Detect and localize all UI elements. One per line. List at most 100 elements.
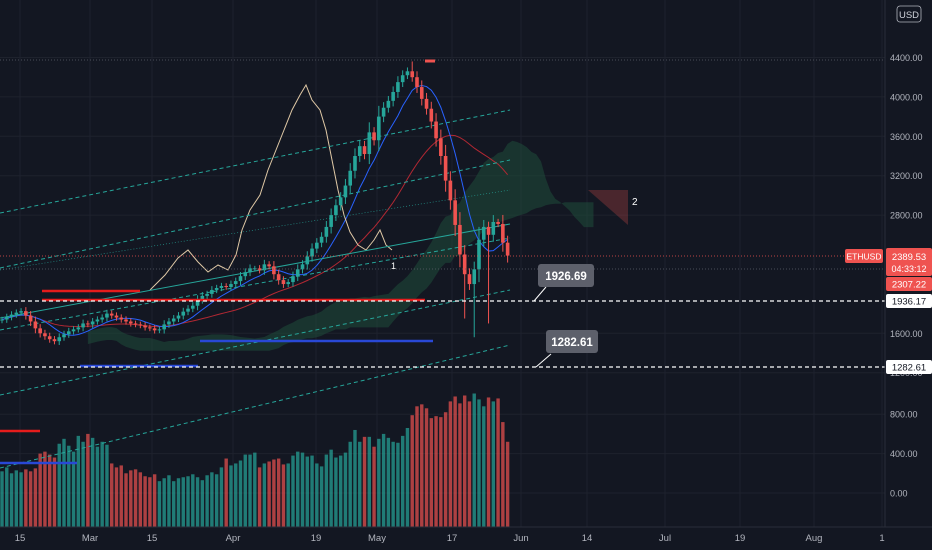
candle-body: [381, 107, 386, 117]
candle-body: [157, 329, 162, 331]
volume-bar: [76, 435, 81, 527]
candle-body: [76, 327, 81, 330]
volume-bar: [43, 451, 47, 527]
channel-line: [0, 289, 511, 396]
candle-body: [253, 268, 257, 270]
volume-bar: [243, 454, 247, 527]
candle-body: [19, 311, 23, 313]
callout-label: 1926.69: [545, 271, 587, 283]
volume-bar: [71, 451, 76, 527]
volume-bar: [90, 437, 95, 527]
candle-body: [505, 242, 510, 256]
candle-body: [329, 215, 333, 227]
candle-body: [200, 295, 205, 300]
time-tick-label: Jul: [659, 533, 671, 544]
volume-bar: [28, 471, 33, 527]
candle-body: [348, 170, 353, 186]
candle-body: [491, 221, 496, 235]
volume-bar: [491, 401, 496, 527]
volume-bar: [95, 446, 100, 527]
candle-body: [396, 82, 400, 92]
symbol-tag-label: ETHUSD: [847, 252, 882, 262]
volume-bar: [257, 467, 262, 527]
prev-close-tag: [886, 277, 932, 291]
volume-bar: [286, 463, 290, 527]
countdown-label: 04:33:12: [891, 264, 926, 274]
volume-bar: [9, 473, 14, 527]
time-tick-label: May: [368, 533, 386, 544]
level-tag-label: 1282.61: [892, 363, 926, 374]
volume-bar: [353, 429, 357, 527]
candle-body: [219, 286, 224, 288]
candle-body: [501, 223, 505, 243]
volume-bar: [396, 442, 400, 527]
volume-bar: [86, 433, 90, 527]
volume-bar: [143, 476, 147, 527]
volume-bar: [501, 422, 505, 527]
time-axis: 15 Mar 15 Apr 19 May 17 Jun 14 Jul 19 Aug 1: [0, 526, 932, 550]
time-axis-background: [0, 527, 932, 550]
time-tick-label: 17: [447, 533, 458, 544]
volume-bar: [467, 401, 472, 527]
candle-body: [105, 313, 109, 318]
volume-bar: [172, 481, 176, 527]
volume-bar: [224, 458, 228, 527]
volume-bar: [176, 478, 181, 527]
volume-bar: [300, 452, 305, 527]
candle-body: [315, 242, 319, 249]
volume-bar: [33, 468, 38, 527]
candle-body: [86, 323, 90, 325]
time-tick-label: Aug: [806, 533, 823, 544]
volume-bars: [0, 393, 510, 527]
volume-bar: [186, 476, 190, 527]
candle-body: [324, 226, 329, 237]
volume-bar: [434, 416, 438, 527]
candle-body: [243, 272, 248, 277]
volume-bar: [329, 449, 333, 527]
candle-body: [47, 336, 52, 340]
candle-body: [367, 132, 372, 155]
volume-bar: [400, 435, 405, 527]
price-tick-label: 4400.00: [890, 53, 923, 63]
candle-body: [133, 323, 138, 325]
candle-body: [286, 282, 290, 285]
volume-bar: [138, 472, 143, 527]
candle-body: [486, 226, 491, 235]
volume-bar: [358, 441, 362, 527]
volume-bar: [167, 475, 171, 527]
volume-bar: [319, 466, 324, 527]
candle-body: [224, 286, 228, 288]
volume-bar: [334, 457, 338, 527]
currency-badge[interactable]: USD: [896, 5, 922, 23]
volume-bar: [281, 464, 286, 527]
volume-bar: [148, 477, 152, 527]
volume-bar: [229, 465, 233, 527]
candle-body: [305, 256, 310, 265]
candle-body: [291, 276, 295, 283]
candle-body: [267, 264, 271, 267]
volume-bar: [253, 452, 257, 527]
candle-body: [338, 197, 343, 206]
candle-body: [377, 116, 381, 141]
volume-bar: [324, 454, 329, 527]
volume-bar: [110, 463, 114, 527]
price-tick-label: 1600.00: [890, 329, 923, 339]
trend-line: [0, 223, 511, 319]
volume-bar: [234, 463, 238, 527]
candle-body: [176, 315, 181, 319]
volume-bar: [276, 458, 281, 527]
candle-body: [439, 138, 443, 156]
candles: [0, 61, 510, 346]
oscillator-line: [149, 83, 393, 291]
channel-line: [0, 159, 511, 269]
price-tick-label: 4000.00: [890, 92, 923, 102]
volume-bar: [338, 455, 343, 527]
volume-bar: [348, 441, 352, 527]
candle-body: [62, 334, 66, 338]
candle-body: [300, 264, 305, 270]
volume-bar: [105, 444, 109, 527]
volume-bar: [62, 438, 66, 527]
indicator-lines: [0, 83, 511, 469]
time-tick-label: Apr: [226, 533, 241, 544]
